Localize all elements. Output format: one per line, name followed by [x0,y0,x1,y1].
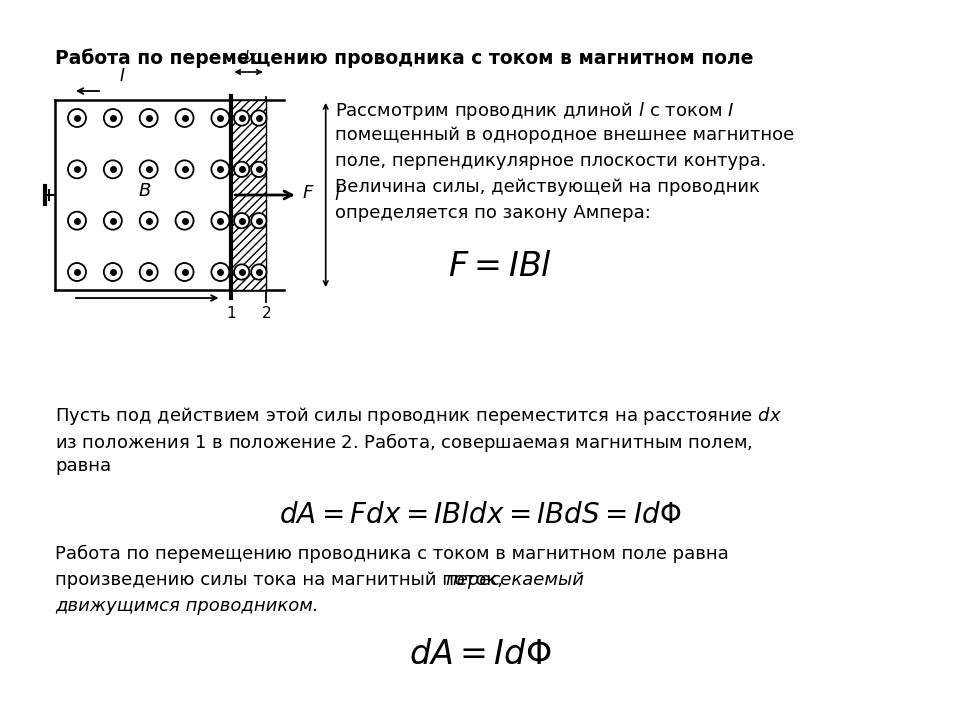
Text: Рассмотрим проводник длиной $l$ с током $I$: Рассмотрим проводник длиной $l$ с током … [335,100,734,122]
Circle shape [252,264,267,279]
Text: из положения $1$ в положение 2. Работа, совершаемая магнитным полем,: из положения $1$ в положение 2. Работа, … [55,431,753,454]
Text: $dA = Fdx = IBldx = IBdS = Id\Phi$: $dA = Fdx = IBldx = IBdS = Id\Phi$ [278,501,682,529]
Circle shape [234,110,250,126]
Text: $I$: $I$ [119,67,125,85]
Text: движущимся проводником.: движущимся проводником. [55,597,319,615]
Circle shape [234,264,250,279]
Circle shape [234,213,250,228]
Circle shape [234,162,250,177]
Text: равна: равна [55,457,111,475]
Text: $dx$: $dx$ [238,49,259,65]
Text: Работа по перемещению проводника с током в магнитном поле равна: Работа по перемещению проводника с током… [55,545,729,563]
Text: $F$: $F$ [301,184,314,202]
Text: $B$: $B$ [138,182,152,200]
Text: $2$: $2$ [260,305,271,321]
Circle shape [252,162,267,177]
Circle shape [252,213,267,228]
Text: пересекаемый: пересекаемый [445,571,584,589]
Text: $1$: $1$ [227,305,236,321]
Text: определяется по закону Ампера:: определяется по закону Ампера: [335,204,651,222]
Text: $dA = Id\Phi$: $dA = Id\Phi$ [409,638,551,671]
Text: Величина силы, действующей на проводник: Величина силы, действующей на проводник [335,178,760,196]
Text: $F = IBl$: $F = IBl$ [448,250,552,283]
Text: Работа по перемещению проводника с током в магнитном поле: Работа по перемещению проводника с током… [55,48,754,68]
Text: помещенный в однородное внешнее магнитное: помещенный в однородное внешнее магнитно… [335,126,794,144]
Text: $l$: $l$ [334,186,341,204]
Text: Пусть под действием этой силы проводник переместится на расстояние $dx$: Пусть под действием этой силы проводник … [55,405,781,427]
Text: поле, перпендикулярное плоскости контура.: поле, перпендикулярное плоскости контура… [335,152,766,170]
Circle shape [252,110,267,126]
Polygon shape [231,100,266,290]
Text: произведению силы тока на магнитный поток,: произведению силы тока на магнитный пото… [55,571,509,589]
